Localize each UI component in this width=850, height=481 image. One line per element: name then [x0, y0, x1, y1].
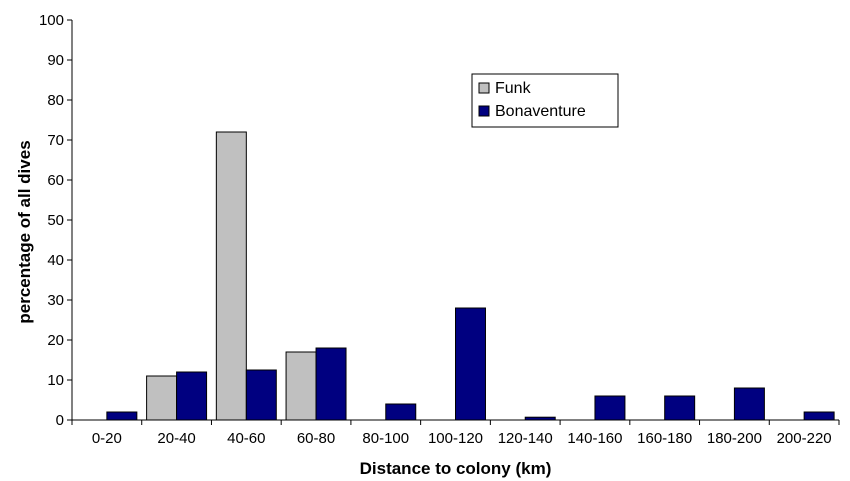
x-tick-label: 20-40 — [157, 430, 195, 447]
y-ticks-group: 0 10 20 30 40 50 60 70 80 90 100 — [39, 12, 72, 429]
bar-bonaventure-80-100 — [385, 403, 417, 421]
y-tick-label: 80 — [47, 92, 64, 109]
y-tick-label: 0 — [56, 412, 64, 429]
legend-label-bonaventure: Bonaventure — [495, 103, 586, 120]
bar-bonaventure-20-40 — [176, 371, 208, 421]
bars-group — [106, 131, 835, 421]
bar-bonaventure-180-200 — [733, 387, 765, 421]
x-tick-label: 0-20 — [92, 430, 122, 447]
legend-swatch-funk — [478, 82, 490, 94]
bar-bonaventure-40-60 — [245, 369, 277, 421]
y-tick-label: 60 — [47, 172, 64, 189]
x-tick-label: 60-80 — [297, 430, 335, 447]
y-tick-label: 70 — [47, 132, 64, 149]
bar-bonaventure-60-80 — [315, 347, 347, 421]
x-tick-label: 200-220 — [777, 430, 832, 447]
legend-box — [471, 73, 619, 128]
x-tick-label: 140-160 — [567, 430, 622, 447]
legend-label-funk: Funk — [495, 80, 532, 97]
bar-bonaventure-160-180 — [664, 395, 696, 421]
legend-swatch-bonaventure — [478, 105, 490, 117]
bar-bonaventure-200-220 — [803, 411, 835, 421]
x-tick-label: 160-180 — [637, 430, 692, 447]
x-ticks-group: 0-20 20-40 40-60 60-80 80-100 100-120 120-140 1… — [71, 420, 840, 447]
x-tick-label: 80-100 — [362, 430, 409, 447]
x-axis-title: Distance to colony (km) — [360, 459, 552, 478]
bar-funk-60-80 — [285, 351, 317, 421]
y-tick-label: 100 — [39, 12, 64, 29]
x-tick-label: 120-140 — [498, 430, 553, 447]
bar-funk-40-60 — [215, 131, 247, 421]
bar-bonaventure-0-20 — [106, 411, 138, 421]
bar-funk-20-40 — [146, 375, 178, 421]
bar-bonaventure-140-160 — [594, 395, 626, 421]
y-tick-label: 10 — [47, 372, 64, 389]
y-axis-title: percentage of all dives — [15, 140, 34, 323]
y-tick-label: 90 — [47, 52, 64, 69]
y-tick-label: 30 — [47, 292, 64, 309]
y-tick-label: 50 — [47, 212, 64, 229]
y-tick-label: 20 — [47, 332, 64, 349]
legend: Funk Bonaventure — [471, 73, 619, 128]
x-tick-label: 180-200 — [707, 430, 762, 447]
x-tick-label: 40-60 — [227, 430, 265, 447]
x-tick-label: 100-120 — [428, 430, 483, 447]
y-tick-label: 40 — [47, 252, 64, 269]
bar-bonaventure-100-120 — [455, 307, 486, 421]
